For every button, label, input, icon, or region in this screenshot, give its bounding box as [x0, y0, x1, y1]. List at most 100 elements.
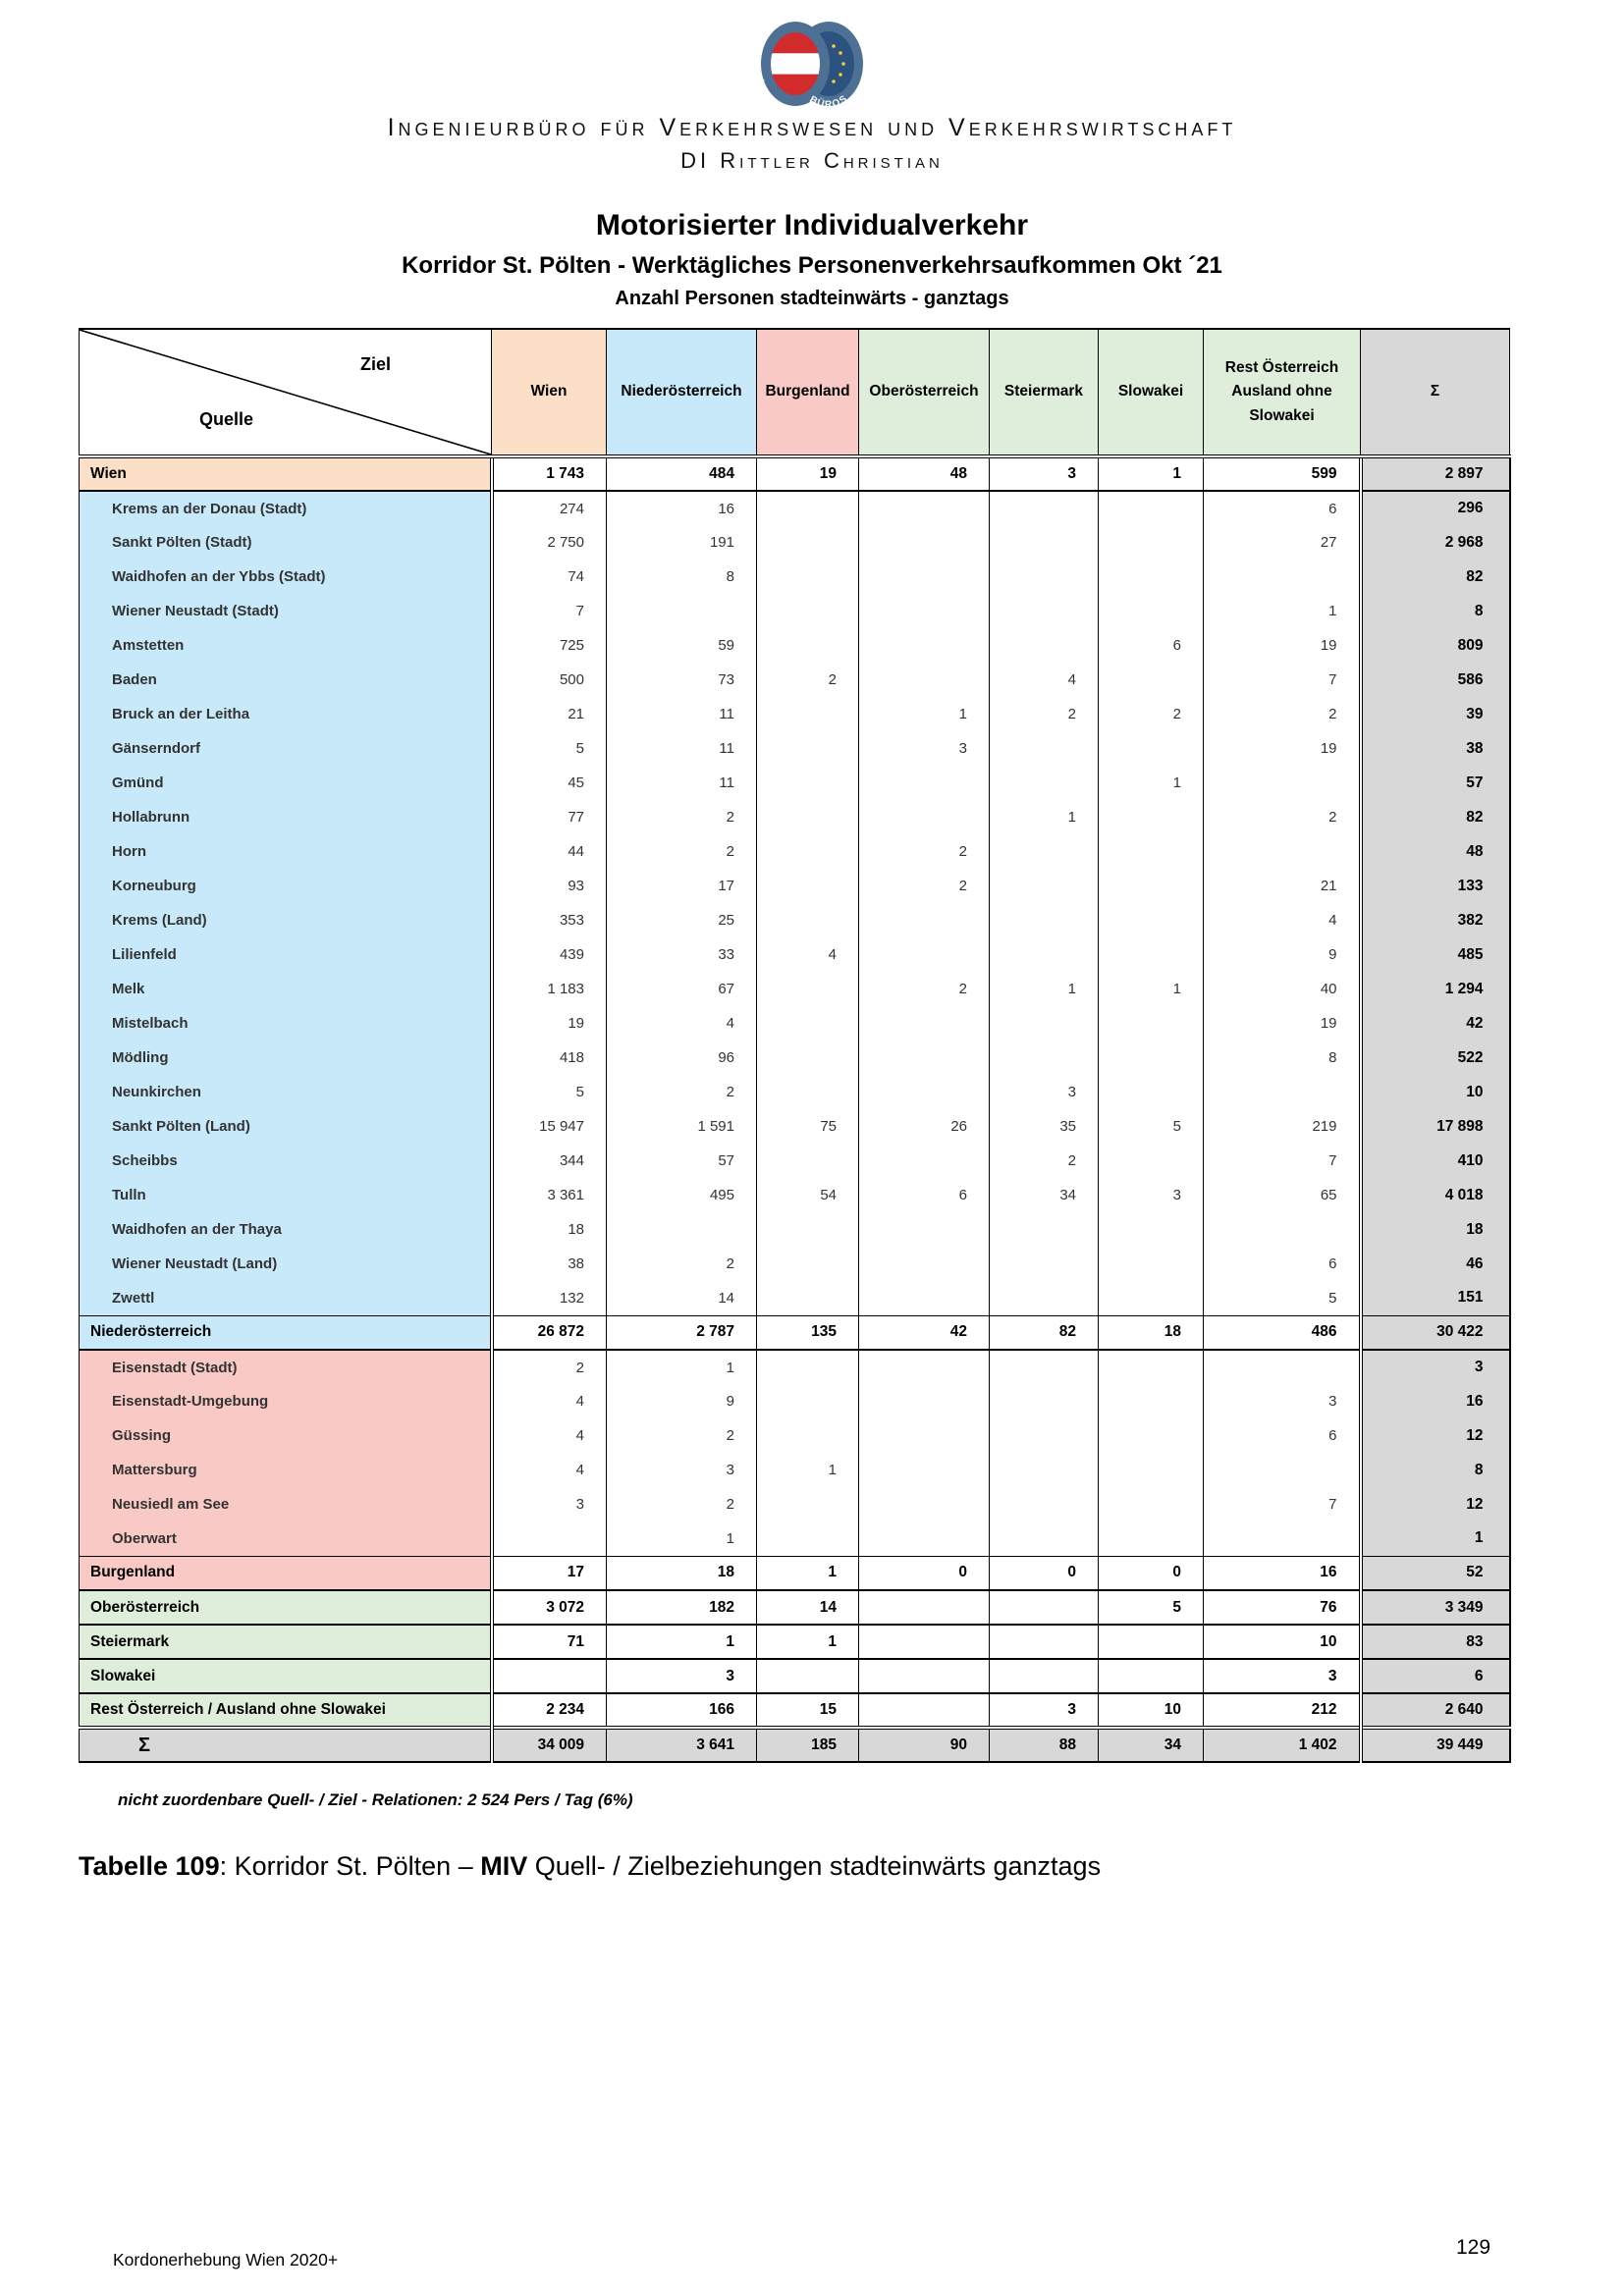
value-cell [756, 1247, 859, 1281]
table-row: Bruck an der Leitha 21 11 1 2 2 2 39 [79, 697, 1511, 731]
value-cell: 3 [1098, 1178, 1204, 1212]
value-cell: 4 [489, 1384, 607, 1418]
value-cell: 1 591 [606, 1109, 757, 1144]
value-cell [989, 1487, 1099, 1522]
value-cell [756, 490, 859, 525]
value-cell [1098, 1075, 1204, 1109]
value-cell [989, 490, 1099, 525]
value-cell [858, 1658, 990, 1693]
value-cell: 166 [606, 1692, 757, 1728]
value-cell: 77 [489, 800, 607, 834]
value-cell [756, 903, 859, 937]
austria-flag-icon [771, 32, 820, 95]
row-sum-cell: 82 [1358, 560, 1511, 594]
value-cell: 1 [858, 697, 990, 731]
value-cell: 6 [858, 1178, 990, 1212]
row-sum-cell: 2 968 [1358, 525, 1511, 560]
value-cell: 2 [606, 834, 757, 869]
corner-label-ziel: Ziel [360, 354, 392, 374]
value-cell [1098, 1041, 1204, 1075]
table-row: Neunkirchen 5 2 3 10 [79, 1075, 1511, 1109]
value-cell [989, 937, 1099, 972]
title-block: Motorisierter Individualverkehr Korridor… [0, 209, 1624, 310]
row-sum-cell: 12 [1358, 1418, 1511, 1453]
value-cell [756, 1281, 859, 1315]
value-cell: 14 [756, 1589, 859, 1625]
value-cell [756, 560, 859, 594]
table-row: Neusiedl am See 3 2 7 12 [79, 1487, 1511, 1522]
value-cell [1098, 1212, 1204, 1247]
value-cell: 4 [489, 1453, 607, 1487]
value-cell: 0 [858, 1555, 990, 1590]
value-cell: 18 [489, 1212, 607, 1247]
value-cell [989, 1522, 1099, 1556]
row-label: Oberösterreich [79, 1589, 492, 1625]
logo-right-arc-text: BÜROS [807, 93, 850, 110]
value-cell: 1 [606, 1349, 757, 1384]
row-sum-cell: 8 [1358, 1453, 1511, 1487]
table-row: Burgenland 17 18 1 0 0 0 16 52 [79, 1555, 1511, 1590]
value-cell: 27 [1203, 525, 1361, 560]
table-row: Mattersburg 4 3 1 8 [79, 1453, 1511, 1487]
value-cell: 75 [756, 1109, 859, 1144]
origin-destination-table: Ziel Quelle Wien Niederösterreich Burgenla… [79, 328, 1511, 1763]
value-cell: 5 [1098, 1589, 1204, 1625]
value-cell: 16 [1203, 1555, 1361, 1590]
value-cell [1098, 937, 1204, 972]
value-cell: 71 [489, 1624, 607, 1659]
value-cell: 2 [606, 1418, 757, 1453]
row-label: Krems (Land) [79, 903, 492, 937]
row-label: Waidhofen an der Thaya [79, 1212, 492, 1247]
value-cell [989, 594, 1099, 628]
value-cell [989, 525, 1099, 560]
value-cell [1098, 594, 1204, 628]
value-cell: 19 [1203, 731, 1361, 766]
value-cell: 7 [1203, 1487, 1361, 1522]
row-label: Steiermark [79, 1624, 492, 1659]
row-label: Eisenstadt-Umgebung [79, 1384, 492, 1418]
value-cell [858, 1589, 990, 1625]
value-cell: 1 [756, 1555, 859, 1590]
row-label: Wiener Neustadt (Stadt) [79, 594, 492, 628]
value-cell [1203, 1075, 1361, 1109]
value-cell: 93 [489, 869, 607, 903]
value-cell: 3 361 [489, 1178, 607, 1212]
row-sum-cell: 410 [1358, 1144, 1511, 1178]
value-cell [756, 834, 859, 869]
value-cell [756, 594, 859, 628]
table-row: Waidhofen an der Thaya 18 18 [79, 1212, 1511, 1247]
value-cell [858, 903, 990, 937]
value-cell [1098, 1624, 1204, 1659]
value-cell: 3 [989, 456, 1099, 491]
row-sum-cell: 3 [1358, 1349, 1511, 1384]
row-sum-cell: 2 897 [1358, 456, 1511, 491]
table-row: Wiener Neustadt (Land) 38 2 6 46 [79, 1247, 1511, 1281]
row-label: Tulln [79, 1178, 492, 1212]
value-cell: 0 [989, 1555, 1099, 1590]
value-cell: 48 [858, 456, 990, 491]
value-cell: 1 [1098, 456, 1204, 491]
row-label: Melk [79, 972, 492, 1006]
row-label: Niederösterreich [79, 1314, 492, 1350]
row-sum-cell: 16 [1358, 1384, 1511, 1418]
row-label: Rest Österreich / Ausland ohne Slowakei [79, 1692, 492, 1728]
value-cell [756, 1384, 859, 1418]
page-subtitle: Korridor St. Pölten - Werktägliches Pers… [402, 252, 1222, 279]
value-cell [989, 628, 1099, 663]
row-label: Wien [79, 456, 492, 491]
value-cell [858, 1418, 990, 1453]
value-cell [989, 869, 1099, 903]
value-cell [858, 594, 990, 628]
row-sum-cell: 38 [1358, 731, 1511, 766]
diagonal-divider [80, 331, 488, 453]
value-cell: 2 [606, 1247, 757, 1281]
row-sum-cell: 809 [1358, 628, 1511, 663]
value-cell [756, 1041, 859, 1075]
value-cell: 4 [756, 937, 859, 972]
value-cell [1098, 903, 1204, 937]
row-label: Gmünd [79, 766, 492, 800]
row-label: Bruck an der Leitha [79, 697, 492, 731]
value-cell: 15 [756, 1692, 859, 1728]
value-cell: 40 [1203, 972, 1361, 1006]
